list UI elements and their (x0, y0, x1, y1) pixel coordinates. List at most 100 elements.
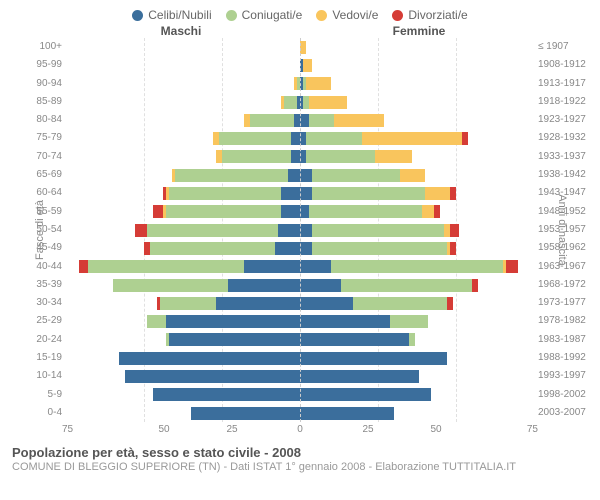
bar-segment (135, 224, 147, 237)
bar-segment (191, 407, 300, 420)
bar-segment (300, 279, 341, 292)
bar-segment (300, 169, 312, 182)
header-male: Maschi (62, 24, 300, 38)
bar-segment (300, 242, 312, 255)
bar-segment (222, 150, 291, 163)
female-half (300, 56, 534, 74)
x-axis: 7550250255075 (12, 424, 588, 435)
female-half (300, 203, 534, 221)
bar-segment (169, 333, 300, 346)
bar-segment (79, 260, 88, 273)
bar-segment (300, 388, 431, 401)
bar-segment (169, 187, 281, 200)
y-tick-label-right: 1923-1927 (538, 111, 588, 129)
chart-title: Popolazione per età, sesso e stato civil… (12, 445, 588, 460)
bar-segment (303, 59, 312, 72)
male-half (66, 203, 300, 221)
male-half (66, 129, 300, 147)
x-tick-label: 75 (470, 424, 538, 435)
male-half (66, 221, 300, 239)
legend-label: Vedovi/e (332, 8, 378, 22)
bar-segment (300, 407, 394, 420)
y-tick-label-right: 1973-1977 (538, 294, 588, 312)
chart-area: Fasce di età 100+95-9990-9485-8980-8475-… (12, 38, 588, 422)
male-half (66, 331, 300, 349)
female-half (300, 349, 534, 367)
bars-container (66, 38, 534, 422)
female-half (300, 239, 534, 257)
female-half (300, 166, 534, 184)
bar-segment (331, 260, 503, 273)
male-half (66, 312, 300, 330)
bar-segment (450, 242, 456, 255)
y-tick-label-right: ≤ 1907 (538, 38, 588, 56)
x-tick-label: 50 (402, 424, 470, 435)
bar-segment (300, 260, 331, 273)
y-tick-label-left: 90-94 (12, 75, 62, 93)
female-half (300, 93, 534, 111)
y-tick-label-right: 1968-1972 (538, 276, 588, 294)
female-half (300, 75, 534, 93)
male-half (66, 56, 300, 74)
x-tick-label: 75 (62, 424, 130, 435)
legend-item: Celibi/Nubili (132, 8, 211, 22)
female-half (300, 129, 534, 147)
legend-label: Celibi/Nubili (148, 8, 211, 22)
legend-label: Coniugati/e (242, 8, 303, 22)
y-tick-label-left: 40-44 (12, 258, 62, 276)
bar-segment (228, 279, 300, 292)
y-tick-label-right: 1993-1997 (538, 367, 588, 385)
bar-segment (219, 132, 291, 145)
y-tick-label-left: 95-99 (12, 56, 62, 74)
bar-segment (390, 315, 427, 328)
bar-segment (300, 315, 390, 328)
bar-segment (312, 224, 443, 237)
male-half (66, 349, 300, 367)
y-tick-label-right: 1908-1912 (538, 56, 588, 74)
bar-segment (353, 297, 447, 310)
male-half (66, 166, 300, 184)
y-tick-label-left: 5-9 (12, 386, 62, 404)
bar-segment (147, 315, 166, 328)
bar-segment (300, 205, 309, 218)
bar-segment (334, 114, 384, 127)
bar-segment (175, 169, 287, 182)
bar-segment (447, 297, 453, 310)
bar-segment (119, 352, 300, 365)
y-tick-label-left: 30-34 (12, 294, 62, 312)
x-tick-label: 50 (130, 424, 198, 435)
bar-segment (300, 352, 447, 365)
female-half (300, 331, 534, 349)
bar-segment (284, 96, 296, 109)
legend-item: Coniugati/e (226, 8, 303, 22)
population-pyramid-chart: { "type": "population-pyramid", "legend"… (0, 0, 600, 500)
bar-segment (300, 297, 353, 310)
y-tick-label-right: 1998-2002 (538, 386, 588, 404)
male-half (66, 38, 300, 56)
y-tick-label-left: 0-4 (12, 404, 62, 422)
bar-segment (291, 150, 300, 163)
bar-segment (472, 279, 478, 292)
y-axis-label-right: Anni di nascita (556, 194, 568, 266)
male-half (66, 111, 300, 129)
female-half (300, 294, 534, 312)
female-half (300, 276, 534, 294)
bar-segment (312, 169, 399, 182)
bar-segment (88, 260, 244, 273)
female-half (300, 386, 534, 404)
y-tick-label-right: 1913-1917 (538, 75, 588, 93)
male-half (66, 148, 300, 166)
bar-segment (400, 169, 425, 182)
bar-segment (306, 77, 331, 90)
center-line (300, 38, 301, 422)
bar-segment (291, 132, 300, 145)
bar-segment (281, 187, 300, 200)
bar-segment (278, 224, 300, 237)
bar-segment (166, 205, 281, 218)
bar-segment (309, 114, 334, 127)
y-tick-label-right: 1983-1987 (538, 331, 588, 349)
x-tick-label: 25 (198, 424, 266, 435)
bar-segment (281, 205, 300, 218)
y-tick-label-left: 20-24 (12, 331, 62, 349)
x-axis-ticks: 7550250255075 (62, 424, 538, 435)
